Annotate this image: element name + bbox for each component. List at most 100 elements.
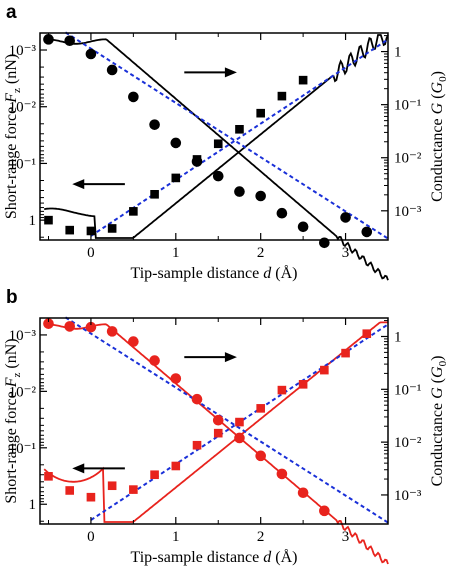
conductance-point: [212, 170, 224, 182]
right-tick-label: 1: [394, 45, 402, 61]
force-point: [86, 226, 96, 236]
conductance-point: [106, 64, 118, 76]
conductance-point: [106, 326, 118, 337]
force-point: [150, 189, 159, 199]
left-tick-label: 1: [29, 213, 37, 229]
conductance-fit-line: [64, 31, 389, 240]
force-point: [298, 380, 308, 389]
conductance-point: [361, 226, 373, 238]
left-tick-label: 10⁻³: [9, 43, 37, 59]
force-point: [192, 440, 202, 450]
force-point: [44, 215, 53, 225]
left-tick-label: 10⁻³: [9, 328, 37, 344]
x-tick-label: 2: [257, 245, 265, 261]
conductance-curve: [44, 323, 389, 565]
conductance-point: [276, 207, 288, 219]
force-curve: [44, 34, 389, 239]
force-point: [256, 404, 265, 413]
force-point: [235, 124, 244, 134]
conductance-curve: [44, 38, 389, 281]
conductance-point: [43, 318, 54, 329]
x-axis-label: Tip-sample distance d (Å): [131, 548, 298, 566]
conductance-point: [319, 237, 330, 249]
plot-frame: [39, 317, 389, 525]
force-point: [213, 139, 223, 149]
plot-area: [43, 31, 389, 281]
x-tick-label: 0: [87, 245, 95, 261]
conductance-point: [234, 186, 245, 197]
conductance-point: [191, 393, 203, 405]
conductance-point: [276, 468, 288, 480]
force-point: [44, 472, 53, 481]
force-point: [65, 225, 75, 235]
panel-letter: a: [6, 2, 17, 23]
arrow-left: [72, 463, 125, 474]
force-point: [277, 385, 287, 395]
force-point: [213, 428, 223, 438]
panel-letter: b: [6, 287, 18, 308]
x-tick-label: 1: [172, 529, 180, 545]
right-tick-label: 10⁻¹: [394, 382, 421, 398]
right-tick-label: 10⁻³: [394, 204, 422, 220]
arrow-left-head: [72, 179, 85, 190]
right-axis-label: Conductance G (G0): [429, 356, 449, 487]
force-point: [320, 365, 329, 375]
left-tick-label: 10⁻¹: [9, 156, 36, 172]
arrow-right: [184, 67, 237, 78]
right-tick-label: 1: [394, 329, 402, 345]
right-tick-label: 10⁻¹: [394, 98, 421, 114]
force-point: [171, 461, 181, 471]
left-axis-label: Short-range force Fz (nN): [3, 338, 23, 503]
force-point: [65, 486, 75, 495]
arrow-left-head: [72, 463, 85, 474]
left-axis-label: Short-range force Fz (nN): [3, 54, 23, 219]
arrow-right-head: [224, 67, 237, 78]
conductance-point: [149, 355, 160, 366]
conductance-point: [255, 450, 266, 462]
conductance-fit-line: [64, 316, 389, 524]
conductance-point: [255, 190, 266, 202]
left-tick-label: 1: [29, 497, 37, 513]
left-tick-label: 10⁻²: [9, 100, 37, 116]
force-point: [171, 173, 181, 183]
x-tick-label: 1: [172, 245, 180, 261]
force-point: [341, 348, 350, 358]
arrow-right-head: [224, 352, 237, 363]
conductance-point: [170, 373, 182, 384]
x-axis-label: Tip-sample distance d (Å): [131, 264, 298, 282]
right-tick-label: 10⁻²: [394, 151, 422, 167]
force-point: [150, 470, 159, 480]
x-tick-label: 3: [342, 529, 350, 545]
conductance-point: [212, 414, 224, 426]
force-point: [129, 485, 138, 494]
force-point: [277, 91, 287, 101]
conductance-point: [64, 35, 76, 47]
force-point: [298, 75, 308, 85]
conductance-point: [128, 336, 139, 347]
conductance-point: [64, 321, 76, 332]
force-point: [107, 481, 117, 491]
conductance-point: [234, 432, 245, 444]
conductance-point: [297, 221, 309, 233]
panel-a: a 0 1 2 3 10⁻³ 10⁻² 10⁻¹ 1 1 10⁻¹ 10⁻² 10⁻³ Tip-sampl…: [3, 2, 449, 282]
conductance-point: [43, 34, 54, 45]
arrow-right: [184, 352, 237, 363]
plot-area: [43, 316, 389, 565]
right-axis-label: Conductance G (G0): [429, 71, 449, 202]
force-point: [192, 155, 202, 164]
force-point: [107, 224, 117, 233]
conductance-point: [149, 119, 160, 130]
conductance-point: [128, 91, 139, 103]
conductance-point: [85, 321, 97, 333]
force-point: [362, 329, 372, 338]
arrow-left: [72, 179, 125, 190]
force-point: [256, 108, 265, 118]
conductance-point: [85, 48, 97, 60]
conductance-point: [297, 487, 309, 499]
right-tick-label: 10⁻³: [394, 488, 422, 504]
x-tick-label: 0: [87, 529, 95, 545]
force-point: [235, 417, 244, 427]
panel-b: b 0 1 2 3 10⁻³ 10⁻² 10⁻¹ 1 1 10⁻¹ 10⁻² 10⁻³ Tip-sampl…: [3, 287, 449, 566]
right-tick-label: 10⁻²: [394, 435, 422, 451]
